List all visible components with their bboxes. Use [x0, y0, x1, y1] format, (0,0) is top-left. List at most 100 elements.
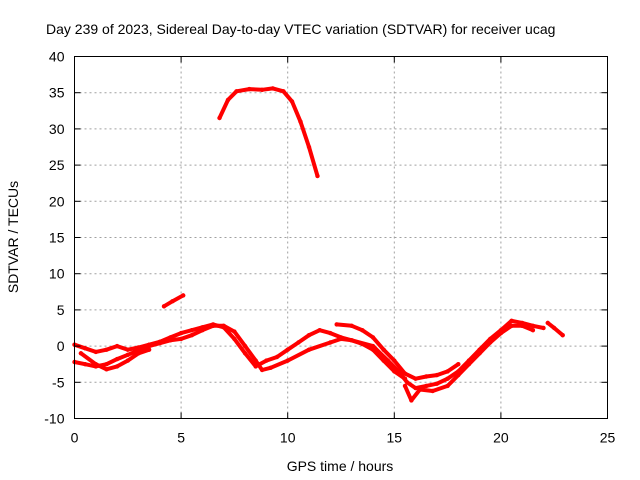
data-point	[189, 328, 194, 333]
y-tick-label: 30	[49, 121, 65, 137]
data-point	[242, 351, 248, 356]
y-tick-label: 5	[57, 302, 65, 318]
y-tick-label: -10	[44, 411, 64, 427]
x-tick-label: 25	[600, 430, 616, 446]
data-point	[370, 335, 376, 340]
data-point	[289, 99, 295, 104]
data-point	[259, 367, 265, 373]
data-point	[381, 358, 386, 363]
data-point	[242, 343, 248, 349]
data-point	[125, 347, 130, 352]
data-point	[125, 352, 130, 357]
data-point	[545, 320, 550, 326]
data-point	[456, 362, 461, 367]
data-point	[477, 351, 482, 356]
data-point	[83, 346, 88, 351]
data-point	[200, 325, 205, 330]
data-point	[114, 343, 120, 349]
series-track-8	[217, 86, 320, 178]
data-point	[338, 335, 344, 340]
data-point	[381, 347, 386, 352]
data-point	[417, 387, 423, 392]
data-point	[328, 340, 333, 345]
data-point	[157, 339, 162, 344]
data-point	[445, 369, 450, 374]
data-point	[509, 323, 514, 328]
data-point	[136, 345, 141, 350]
data-point	[104, 362, 109, 367]
data-point	[161, 304, 167, 309]
data-point	[125, 358, 130, 363]
data-point	[434, 381, 440, 386]
data-point	[178, 336, 184, 342]
data-point	[114, 364, 120, 369]
data-point	[466, 362, 472, 367]
data-point	[424, 383, 429, 389]
x-tick-label: 10	[280, 430, 296, 446]
y-tick-label: -5	[52, 374, 65, 390]
data-point	[168, 335, 173, 340]
data-point	[78, 351, 84, 356]
data-point	[146, 347, 152, 352]
data-point	[217, 115, 222, 121]
series-track-1	[72, 318, 546, 391]
data-point	[232, 336, 237, 342]
data-point	[424, 374, 429, 379]
data-point	[83, 362, 88, 367]
data-point	[189, 333, 194, 338]
y-tick-label: 35	[49, 85, 65, 101]
data-point	[328, 330, 333, 336]
series-track-2	[72, 322, 407, 381]
data-point	[315, 173, 320, 179]
data-point	[104, 367, 109, 372]
data-point	[456, 372, 461, 378]
data-point	[181, 293, 186, 298]
data-point	[225, 97, 231, 103]
data-point	[349, 323, 354, 328]
data-point	[360, 328, 365, 333]
data-point	[104, 347, 109, 352]
data-point	[520, 323, 525, 328]
data-point	[296, 340, 301, 345]
data-point	[445, 376, 450, 381]
data-point	[530, 328, 536, 333]
data-point	[221, 325, 226, 330]
y-tick-label: 40	[49, 49, 65, 65]
x-tick-label: 15	[387, 430, 403, 446]
data-point	[402, 371, 408, 376]
data-point	[498, 330, 504, 336]
data-point	[178, 330, 184, 336]
data-point	[247, 86, 252, 92]
data-point	[349, 338, 354, 343]
data-point	[402, 383, 408, 389]
x-tick-label: 20	[493, 430, 509, 446]
data-point	[93, 349, 99, 355]
chart-title: Day 239 of 2023, Sidereal Day-to-day VTE…	[46, 21, 555, 37]
grid	[74, 56, 608, 419]
data-point	[298, 119, 303, 124]
data-point	[306, 144, 312, 150]
data-point	[541, 325, 546, 331]
y-tick-label: 0	[57, 338, 65, 354]
data-point	[370, 347, 376, 352]
data-point	[306, 333, 312, 338]
data-point	[402, 376, 408, 381]
data-point	[253, 358, 258, 363]
data-point	[281, 89, 286, 94]
data-point	[253, 364, 258, 369]
data-point	[259, 87, 265, 93]
data-point	[264, 358, 269, 363]
data-point	[404, 380, 410, 385]
data-point	[430, 388, 435, 394]
data-point	[530, 323, 536, 328]
data-point	[334, 322, 339, 327]
data-point	[93, 362, 99, 367]
data-point	[509, 318, 514, 323]
data-point	[413, 385, 418, 391]
data-point	[434, 372, 440, 378]
data-point	[285, 358, 290, 363]
data-point	[232, 329, 237, 334]
data-point	[409, 398, 414, 403]
data-point	[285, 347, 290, 352]
